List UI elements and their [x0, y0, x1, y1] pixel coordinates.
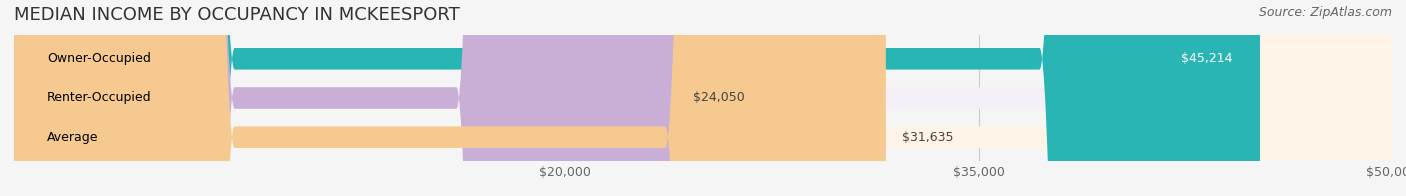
FancyBboxPatch shape	[14, 0, 886, 196]
FancyBboxPatch shape	[14, 0, 676, 196]
Text: Average: Average	[48, 131, 98, 144]
FancyBboxPatch shape	[14, 0, 1392, 196]
FancyBboxPatch shape	[14, 0, 1392, 196]
Text: MEDIAN INCOME BY OCCUPANCY IN MCKEESPORT: MEDIAN INCOME BY OCCUPANCY IN MCKEESPORT	[14, 6, 460, 24]
Text: Renter-Occupied: Renter-Occupied	[48, 92, 152, 104]
FancyBboxPatch shape	[14, 0, 1392, 196]
Text: $31,635: $31,635	[903, 131, 953, 144]
FancyBboxPatch shape	[14, 0, 1260, 196]
Text: $24,050: $24,050	[693, 92, 745, 104]
Text: $45,214: $45,214	[1181, 52, 1233, 65]
Text: Owner-Occupied: Owner-Occupied	[48, 52, 150, 65]
Text: Source: ZipAtlas.com: Source: ZipAtlas.com	[1258, 6, 1392, 19]
